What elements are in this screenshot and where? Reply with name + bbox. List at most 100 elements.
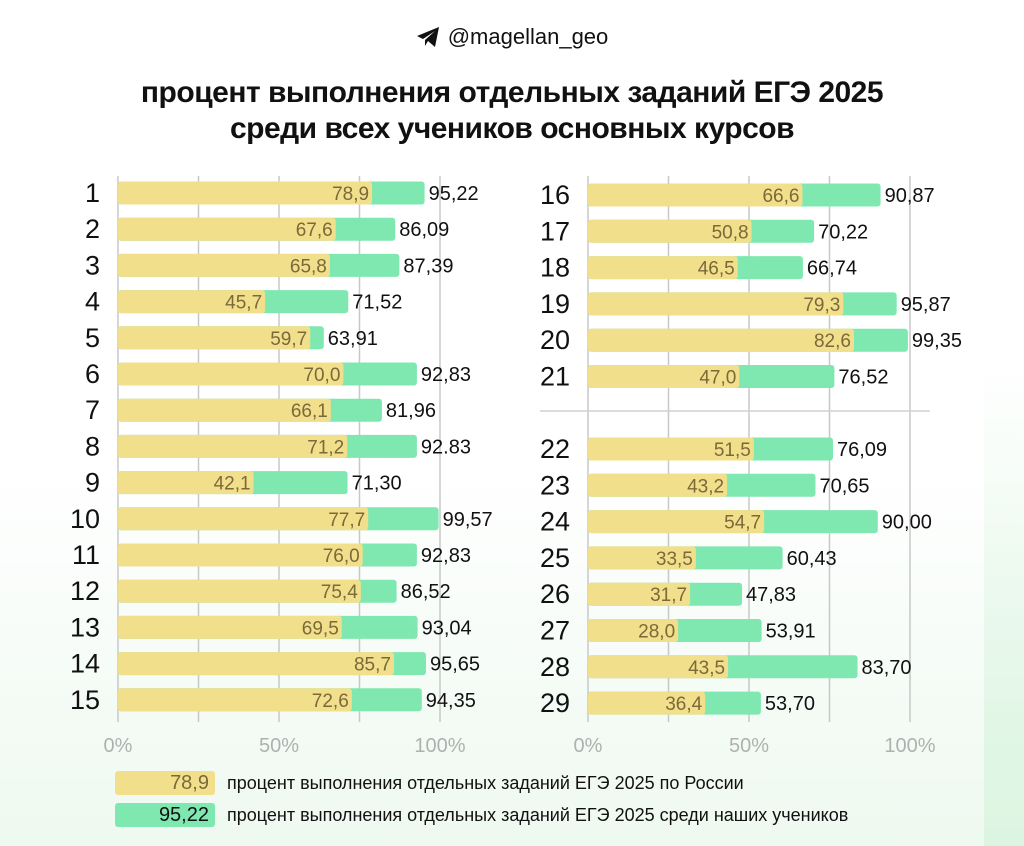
bar-russia <box>588 365 740 388</box>
data-label-russia: 65,8 <box>290 256 327 277</box>
category-label: 2 <box>85 214 100 244</box>
data-label-students: 92,83 <box>421 364 471 386</box>
data-label-russia: 31,7 <box>650 585 687 606</box>
bar-russia <box>588 437 754 461</box>
data-label-students: 95,87 <box>901 294 951 316</box>
data-label-students: 83,70 <box>862 657 912 679</box>
background-accent <box>984 360 1024 846</box>
category-label: 25 <box>540 543 570 573</box>
bar-russia <box>118 434 348 458</box>
data-label-russia: 85,7 <box>354 655 391 676</box>
category-label: 6 <box>85 359 100 389</box>
data-label-russia: 43,5 <box>688 658 725 679</box>
legend-swatch-russia: 78,9 <box>115 771 215 795</box>
data-label-students: 60,43 <box>787 548 837 570</box>
chart-title-line-2: среди всех учеников основных курсов <box>229 112 795 145</box>
bar-russia <box>118 543 363 567</box>
data-label-students: 90,87 <box>885 185 935 207</box>
data-label-russia: 43,2 <box>687 476 724 497</box>
data-label-students: 92,83 <box>421 545 471 567</box>
bar-russia <box>588 183 803 207</box>
category-label: 12 <box>70 576 100 606</box>
data-label-students: 95,22 <box>429 183 479 205</box>
legend-text-russia: процент выполнения отдельных заданий ЕГЭ… <box>227 772 744 793</box>
x-tick-label: 50% <box>729 735 769 757</box>
category-label: 5 <box>85 323 100 353</box>
x-tick-label: 0% <box>104 735 133 757</box>
chart-title-line-1: процент выполнения отдельных заданий ЕГЭ… <box>140 76 884 109</box>
category-label: 7 <box>85 395 100 425</box>
data-label-students: 53,91 <box>766 621 816 643</box>
bar-russia <box>588 655 729 679</box>
category-label: 16 <box>540 180 570 210</box>
category-label: 18 <box>540 253 570 283</box>
data-label-students: 92.83 <box>421 436 471 458</box>
data-label-russia: 50,8 <box>712 222 749 243</box>
x-tick-label: 0% <box>574 735 603 757</box>
category-label: 8 <box>85 431 100 461</box>
legend-swatch-students: 95,22 <box>115 803 215 827</box>
data-label-students: 95,65 <box>430 654 480 676</box>
bar-russia <box>118 471 254 495</box>
bar-russia <box>118 398 331 422</box>
category-label: 23 <box>540 470 570 500</box>
data-label-students: 71,30 <box>352 473 402 495</box>
data-label-russia: 45,7 <box>225 293 262 314</box>
category-label: 28 <box>540 652 570 682</box>
bar-russia <box>118 507 369 531</box>
category-label: 1 <box>85 178 100 208</box>
bar-russia <box>588 328 854 352</box>
data-label-students: 87,39 <box>403 255 453 277</box>
data-label-students: 53,70 <box>765 693 815 715</box>
data-label-russia: 36,4 <box>665 694 702 715</box>
data-label-russia: 67,6 <box>296 220 333 241</box>
x-tick-label: 100% <box>414 735 465 757</box>
data-label-russia: 59,7 <box>270 329 307 350</box>
data-label-russia: 54,7 <box>724 513 761 534</box>
data-label-russia: 75,4 <box>321 582 358 603</box>
x-tick-label: 100% <box>884 735 935 757</box>
data-label-russia: 66,6 <box>762 186 799 207</box>
data-label-students: 66,74 <box>807 258 857 280</box>
data-label-students: 71,52 <box>352 292 402 314</box>
category-label: 26 <box>540 579 570 609</box>
data-label-russia: 79,3 <box>803 295 840 316</box>
data-label-students: 90,00 <box>882 512 932 534</box>
data-label-russia: 69,5 <box>302 618 339 639</box>
data-label-russia: 78,9 <box>332 184 369 205</box>
data-label-students: 47,83 <box>746 584 796 606</box>
data-label-students: 93,04 <box>422 617 472 639</box>
category-label: 24 <box>540 507 570 537</box>
category-label: 19 <box>540 289 570 319</box>
data-label-russia: 72,6 <box>312 691 349 712</box>
data-label-russia: 70,0 <box>303 365 340 386</box>
category-label: 29 <box>540 688 570 718</box>
data-label-students: 94,35 <box>426 690 476 712</box>
bar-russia <box>588 582 691 606</box>
bar-russia <box>588 691 706 715</box>
data-label-russia: 33,5 <box>656 549 693 570</box>
bar-russia <box>118 326 311 350</box>
bar-russia <box>588 256 738 280</box>
bar-russia <box>118 362 344 386</box>
telegram-icon <box>416 27 439 47</box>
legend-item-russia: 78,9 процент выполнения отдельных задани… <box>115 771 744 795</box>
data-label-students: 63,91 <box>328 328 378 350</box>
x-tick-label: 50% <box>259 735 299 757</box>
bar-russia <box>118 181 373 205</box>
bar-russia <box>588 292 844 316</box>
category-label: 4 <box>85 287 100 317</box>
telegram-handle[interactable]: @magellan_geo <box>0 24 1024 50</box>
data-label-students: 81,96 <box>386 400 436 422</box>
data-label-russia: 76,0 <box>323 546 360 567</box>
data-label-russia: 51,5 <box>714 440 751 461</box>
legend-item-students: 95,22 процент выполнения отдельных задан… <box>115 803 848 827</box>
data-label-russia: 47,0 <box>699 368 736 389</box>
category-label: 22 <box>540 434 570 464</box>
data-label-students: 70,65 <box>819 475 869 497</box>
category-label: 17 <box>540 216 570 246</box>
handle-text: @magellan_geo <box>447 24 609 49</box>
data-label-students: 76,52 <box>838 367 888 389</box>
data-label-russia: 71,2 <box>307 437 344 458</box>
